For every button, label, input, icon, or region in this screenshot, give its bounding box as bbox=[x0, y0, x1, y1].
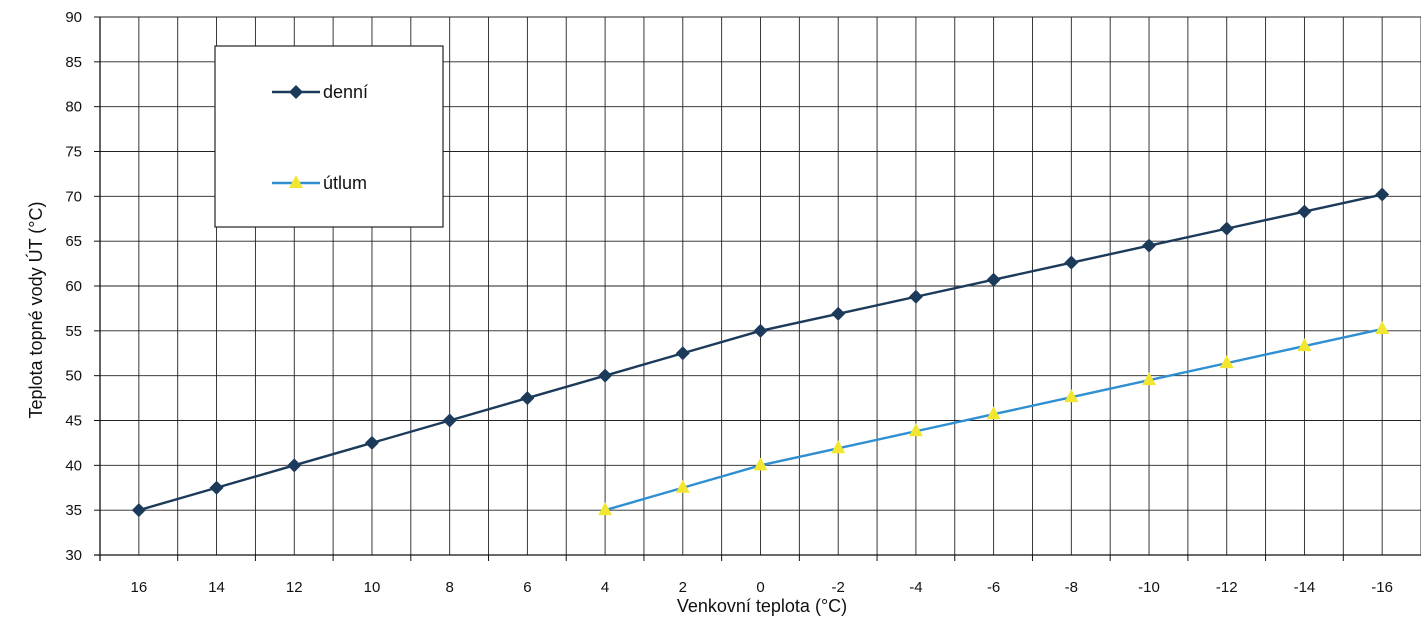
x-tick-label: 14 bbox=[208, 579, 225, 596]
x-tick-label: -10 bbox=[1138, 579, 1160, 596]
y-tick-label: 90 bbox=[65, 9, 82, 26]
x-axis-ticks: 16 14 12 10 8 6 4 2 0 -2 -4 -6 -8 -10 -12 -14 -16 bbox=[99, 555, 1393, 596]
data-point bbox=[442, 413, 457, 428]
y-tick-label: 80 bbox=[65, 99, 82, 116]
data-point bbox=[908, 289, 923, 304]
y-axis-ticks: 30 35 40 45 50 55 60 65 70 75 80 85 90 bbox=[65, 9, 100, 564]
x-tick-label: 12 bbox=[286, 579, 303, 596]
data-point bbox=[1297, 204, 1312, 219]
data-point bbox=[598, 502, 613, 516]
data-point bbox=[831, 306, 846, 321]
data-point bbox=[831, 440, 846, 454]
data-point bbox=[520, 391, 535, 406]
y-tick-label: 85 bbox=[65, 54, 82, 71]
data-point bbox=[1142, 238, 1157, 253]
y-tick-label: 40 bbox=[65, 457, 82, 474]
series-layer bbox=[131, 187, 1390, 518]
data-point bbox=[287, 458, 302, 473]
data-point bbox=[908, 423, 923, 437]
legend: denní útlum bbox=[214, 45, 444, 228]
x-tick-label: 16 bbox=[131, 579, 148, 596]
data-point bbox=[1142, 372, 1157, 386]
legend-entry: útlum bbox=[272, 173, 367, 193]
y-tick-label: 30 bbox=[65, 547, 82, 564]
legend-marker bbox=[289, 175, 303, 188]
legend-entry: denní bbox=[272, 82, 368, 102]
data-point bbox=[364, 435, 379, 450]
y-tick-label: 55 bbox=[65, 323, 82, 340]
legend-label: denní bbox=[323, 82, 368, 102]
x-tick-label: -14 bbox=[1294, 579, 1316, 596]
data-point bbox=[1064, 255, 1079, 270]
data-point bbox=[209, 480, 224, 495]
data-point bbox=[986, 406, 1001, 420]
data-point bbox=[753, 457, 768, 471]
x-tick-label: -16 bbox=[1371, 579, 1393, 596]
y-tick-label: 45 bbox=[65, 413, 82, 430]
y-axis-title: Teplota topné vody ÚT (°C) bbox=[25, 202, 46, 419]
x-tick-label: 4 bbox=[601, 579, 609, 596]
x-tick-label: -8 bbox=[1065, 579, 1078, 596]
data-point bbox=[131, 503, 146, 518]
x-tick-label: -4 bbox=[909, 579, 922, 596]
legend-marker bbox=[289, 85, 303, 99]
legend-label: útlum bbox=[323, 173, 367, 193]
series-denni bbox=[131, 187, 1390, 518]
legend-box bbox=[214, 45, 444, 228]
x-tick-label: 8 bbox=[446, 579, 454, 596]
y-tick-label: 60 bbox=[65, 278, 82, 295]
data-point bbox=[1219, 221, 1234, 236]
x-tick-label: 10 bbox=[364, 579, 381, 596]
axes bbox=[94, 17, 1421, 561]
legend-entries: denní útlum bbox=[272, 82, 368, 193]
x-tick-label: 0 bbox=[756, 579, 764, 596]
y-tick-label: 50 bbox=[65, 368, 82, 385]
y-tick-label: 70 bbox=[65, 188, 82, 205]
data-point bbox=[986, 272, 1001, 287]
x-tick-label: -6 bbox=[987, 579, 1000, 596]
data-point bbox=[598, 368, 613, 383]
x-tick-label: -12 bbox=[1216, 579, 1238, 596]
data-point bbox=[1064, 389, 1079, 403]
x-tick-label: -2 bbox=[832, 579, 845, 596]
y-tick-label: 75 bbox=[65, 144, 82, 161]
data-point bbox=[1219, 355, 1234, 369]
data-point bbox=[1375, 321, 1390, 335]
data-point bbox=[675, 346, 690, 361]
x-tick-label: 2 bbox=[679, 579, 687, 596]
y-tick-label: 35 bbox=[65, 502, 82, 519]
x-tick-label: 6 bbox=[523, 579, 531, 596]
series-utlum bbox=[598, 321, 1390, 516]
data-point bbox=[1375, 187, 1390, 202]
y-tick-label: 65 bbox=[65, 233, 82, 250]
data-point bbox=[675, 479, 690, 493]
x-axis-title: Venkovní teplota (°C) bbox=[677, 596, 847, 616]
data-point bbox=[753, 323, 768, 338]
data-point bbox=[1297, 338, 1312, 352]
